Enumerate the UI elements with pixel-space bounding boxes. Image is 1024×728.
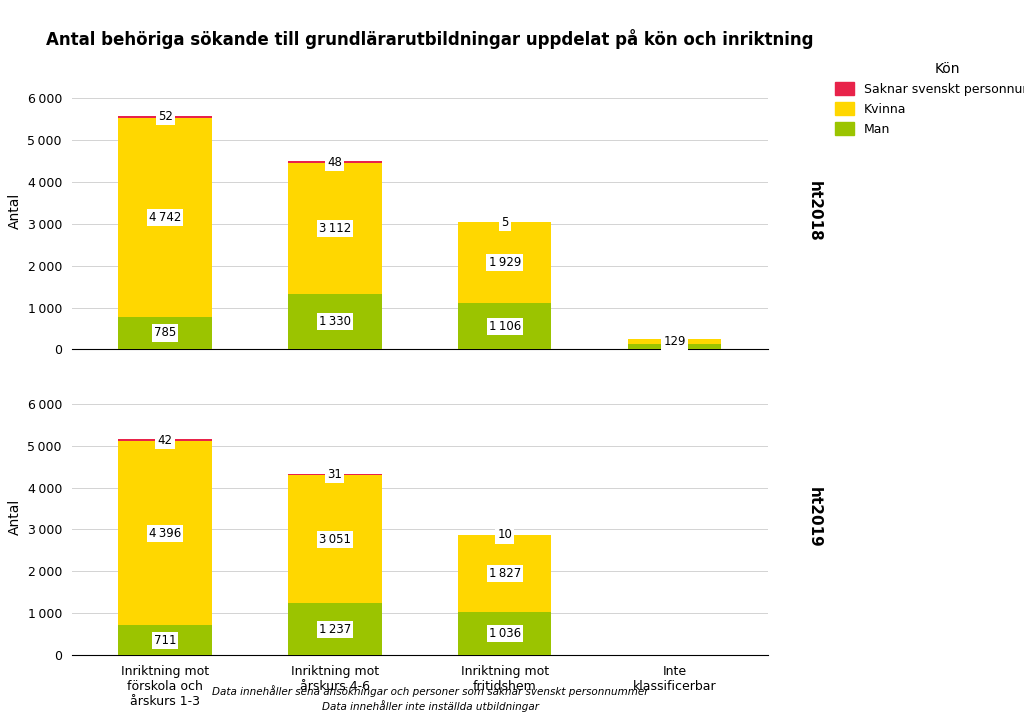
Bar bbox=[288, 161, 382, 163]
Bar bbox=[288, 163, 382, 293]
Text: 1 929: 1 929 bbox=[488, 256, 521, 269]
Text: 52: 52 bbox=[158, 110, 172, 123]
Text: 5: 5 bbox=[501, 215, 509, 229]
Text: 4 396: 4 396 bbox=[148, 527, 181, 539]
Bar bbox=[458, 222, 552, 303]
Text: Data innehåller sena ansökningar och personer som saknar svenskt personnummer: Data innehåller sena ansökningar och per… bbox=[212, 685, 648, 697]
Text: 3 112: 3 112 bbox=[318, 222, 351, 235]
Text: 1 827: 1 827 bbox=[488, 567, 521, 580]
Text: 711: 711 bbox=[154, 634, 176, 646]
Text: 3 051: 3 051 bbox=[318, 533, 351, 546]
Bar bbox=[458, 535, 552, 612]
Text: 129: 129 bbox=[664, 340, 686, 353]
Text: 1 036: 1 036 bbox=[488, 627, 521, 640]
Bar bbox=[119, 317, 212, 349]
Bar bbox=[458, 612, 552, 655]
Text: 1 106: 1 106 bbox=[488, 320, 521, 333]
Text: 1 330: 1 330 bbox=[318, 315, 351, 328]
Text: Data innehåller inte inställda utbildningar: Data innehåller inte inställda utbildnin… bbox=[322, 700, 539, 712]
Text: 42: 42 bbox=[158, 434, 173, 447]
Bar bbox=[119, 441, 212, 625]
Y-axis label: Antal: Antal bbox=[8, 193, 22, 229]
Text: 10: 10 bbox=[498, 529, 512, 542]
Bar bbox=[628, 339, 721, 344]
Bar bbox=[288, 475, 382, 604]
Bar bbox=[288, 604, 382, 655]
Text: ht2019: ht2019 bbox=[806, 486, 821, 547]
Bar bbox=[119, 625, 212, 655]
Text: 48: 48 bbox=[328, 156, 342, 169]
Text: 31: 31 bbox=[328, 468, 342, 481]
Text: 785: 785 bbox=[154, 326, 176, 339]
Bar bbox=[458, 303, 552, 349]
Text: 129: 129 bbox=[664, 335, 686, 348]
Text: ht2018: ht2018 bbox=[806, 181, 821, 242]
Bar bbox=[119, 118, 212, 317]
Bar bbox=[288, 293, 382, 349]
Text: 4 742: 4 742 bbox=[148, 210, 181, 223]
Text: 1 237: 1 237 bbox=[318, 622, 351, 636]
Bar bbox=[628, 344, 721, 349]
Bar bbox=[288, 474, 382, 475]
Legend: Saknar svenskt personnummer, Kvinna, Man: Saknar svenskt personnummer, Kvinna, Man bbox=[830, 57, 1024, 141]
Bar bbox=[119, 116, 212, 118]
Bar bbox=[119, 440, 212, 441]
Text: Antal behöriga sökande till grundlärarutbildningar uppdelat på kön och inriktnin: Antal behöriga sökande till grundlärarut… bbox=[46, 29, 814, 49]
Y-axis label: Antal: Antal bbox=[8, 499, 22, 535]
